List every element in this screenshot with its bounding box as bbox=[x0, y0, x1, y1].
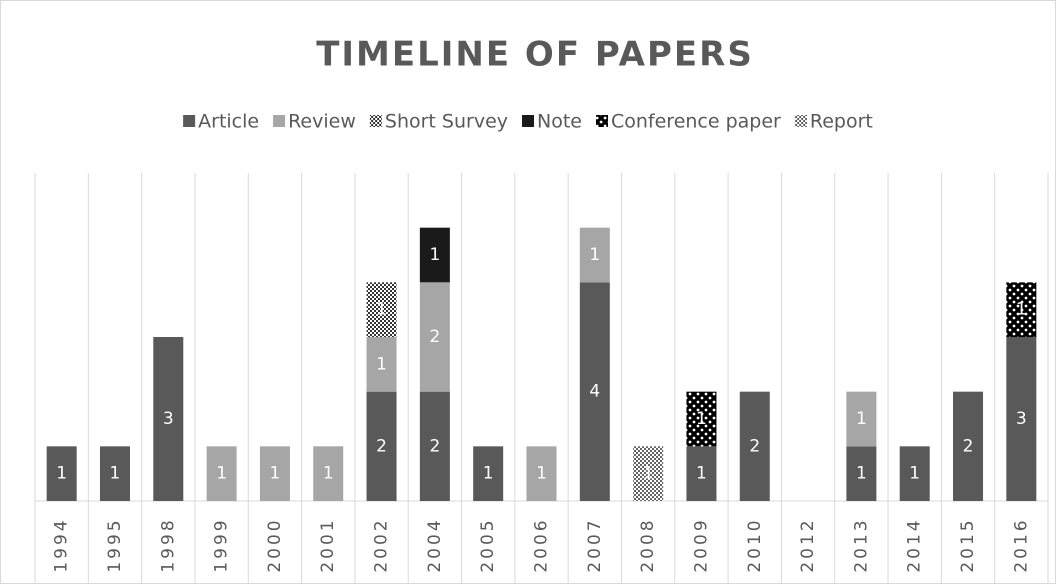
x-tick-label: 2002 bbox=[372, 517, 392, 572]
data-label: 2 bbox=[429, 436, 440, 456]
x-tick-label: 2004 bbox=[425, 517, 445, 572]
bar-segment bbox=[953, 391, 984, 501]
data-label: 1 bbox=[429, 245, 440, 265]
bar-segment bbox=[419, 282, 450, 392]
bar-segment bbox=[899, 446, 930, 501]
bar-segment bbox=[686, 446, 717, 501]
legend: Article Review Short Survey Note Conference … bbox=[183, 111, 873, 133]
x-tick-label: 2009 bbox=[691, 517, 711, 572]
data-label: 1 bbox=[643, 464, 654, 484]
data-label: 1 bbox=[376, 300, 387, 320]
bar-segment bbox=[846, 446, 877, 501]
bar-segment bbox=[46, 446, 77, 501]
data-label: 1 bbox=[696, 409, 707, 429]
legend-label: Conference paper bbox=[611, 111, 781, 133]
data-label: 1 bbox=[110, 464, 121, 484]
bar-segment bbox=[206, 446, 237, 501]
bar-segment bbox=[1006, 282, 1037, 337]
bar-segment bbox=[99, 446, 130, 501]
data-label: 1 bbox=[376, 354, 387, 374]
legend-swatch bbox=[183, 115, 196, 127]
data-label: 1 bbox=[856, 409, 867, 429]
data-label: 2 bbox=[749, 436, 760, 456]
data-label: 1 bbox=[483, 464, 494, 484]
x-tick-label: 2016 bbox=[1011, 517, 1031, 572]
legend-label: Note bbox=[537, 111, 582, 133]
data-label: 1 bbox=[589, 245, 600, 265]
x-tick-label: 1995 bbox=[105, 517, 125, 572]
data-label: 1 bbox=[536, 464, 547, 484]
legend-swatch bbox=[273, 115, 286, 127]
x-tick-label: 2015 bbox=[958, 517, 978, 572]
bar-segment bbox=[313, 446, 344, 501]
data-label: 3 bbox=[163, 409, 174, 429]
x-tick-label: 1994 bbox=[52, 517, 72, 572]
bar-segment bbox=[579, 282, 610, 501]
data-label: 3 bbox=[1016, 409, 1027, 429]
legend-label: Article bbox=[198, 111, 259, 133]
data-label: 2 bbox=[376, 436, 387, 456]
bar-segment bbox=[366, 282, 397, 337]
legend-label: Review bbox=[288, 111, 356, 133]
x-tick-label: 2014 bbox=[905, 517, 925, 572]
x-tick-label: 2008 bbox=[638, 517, 658, 572]
data-label: 1 bbox=[1016, 300, 1027, 320]
x-tick-label: 2005 bbox=[478, 517, 498, 572]
x-tick-label: 2007 bbox=[585, 517, 605, 572]
bar-segment bbox=[686, 391, 717, 447]
legend-swatch bbox=[794, 115, 807, 127]
data-label: 1 bbox=[909, 464, 920, 484]
bar-segment bbox=[526, 446, 557, 501]
x-tick-label: 2001 bbox=[318, 517, 338, 572]
chart-title: TIMELINE OF PAPERS bbox=[316, 35, 754, 75]
legend-label: Report bbox=[810, 111, 873, 133]
bar-segment bbox=[633, 446, 664, 501]
x-tick-label: 2000 bbox=[265, 517, 285, 572]
data-label: 1 bbox=[270, 464, 281, 484]
data-label: 1 bbox=[856, 464, 867, 484]
data-label: 4 bbox=[589, 382, 600, 402]
bar-segment bbox=[739, 391, 770, 501]
data-label: 1 bbox=[323, 464, 334, 484]
legend-swatch bbox=[522, 115, 535, 127]
x-tick-label: 2006 bbox=[532, 517, 552, 572]
x-tick-label: 2013 bbox=[851, 517, 871, 572]
bar-segment bbox=[419, 227, 450, 283]
data-label: 1 bbox=[56, 464, 67, 484]
bar-segment bbox=[366, 337, 397, 392]
data-label: 1 bbox=[216, 464, 227, 484]
bar-segment bbox=[579, 227, 610, 283]
x-tick-label: 1999 bbox=[212, 517, 232, 572]
bar-segment bbox=[1006, 337, 1037, 501]
data-label: 2 bbox=[429, 327, 440, 347]
legend-label: Short Survey bbox=[385, 111, 508, 133]
bar-segment bbox=[153, 337, 184, 501]
legend-swatch bbox=[369, 115, 382, 127]
bar-segment bbox=[366, 391, 397, 501]
bar-segment bbox=[846, 391, 877, 447]
x-tick-label: 2012 bbox=[798, 517, 818, 572]
bar-segment bbox=[473, 446, 504, 501]
x-tick-label: 1998 bbox=[158, 517, 178, 572]
legend-swatch bbox=[595, 115, 608, 127]
x-tick-label: 2010 bbox=[745, 517, 765, 572]
data-label: 2 bbox=[963, 436, 974, 456]
bar-segment bbox=[259, 446, 290, 501]
data-label: 1 bbox=[696, 464, 707, 484]
bar-segment bbox=[419, 391, 450, 501]
